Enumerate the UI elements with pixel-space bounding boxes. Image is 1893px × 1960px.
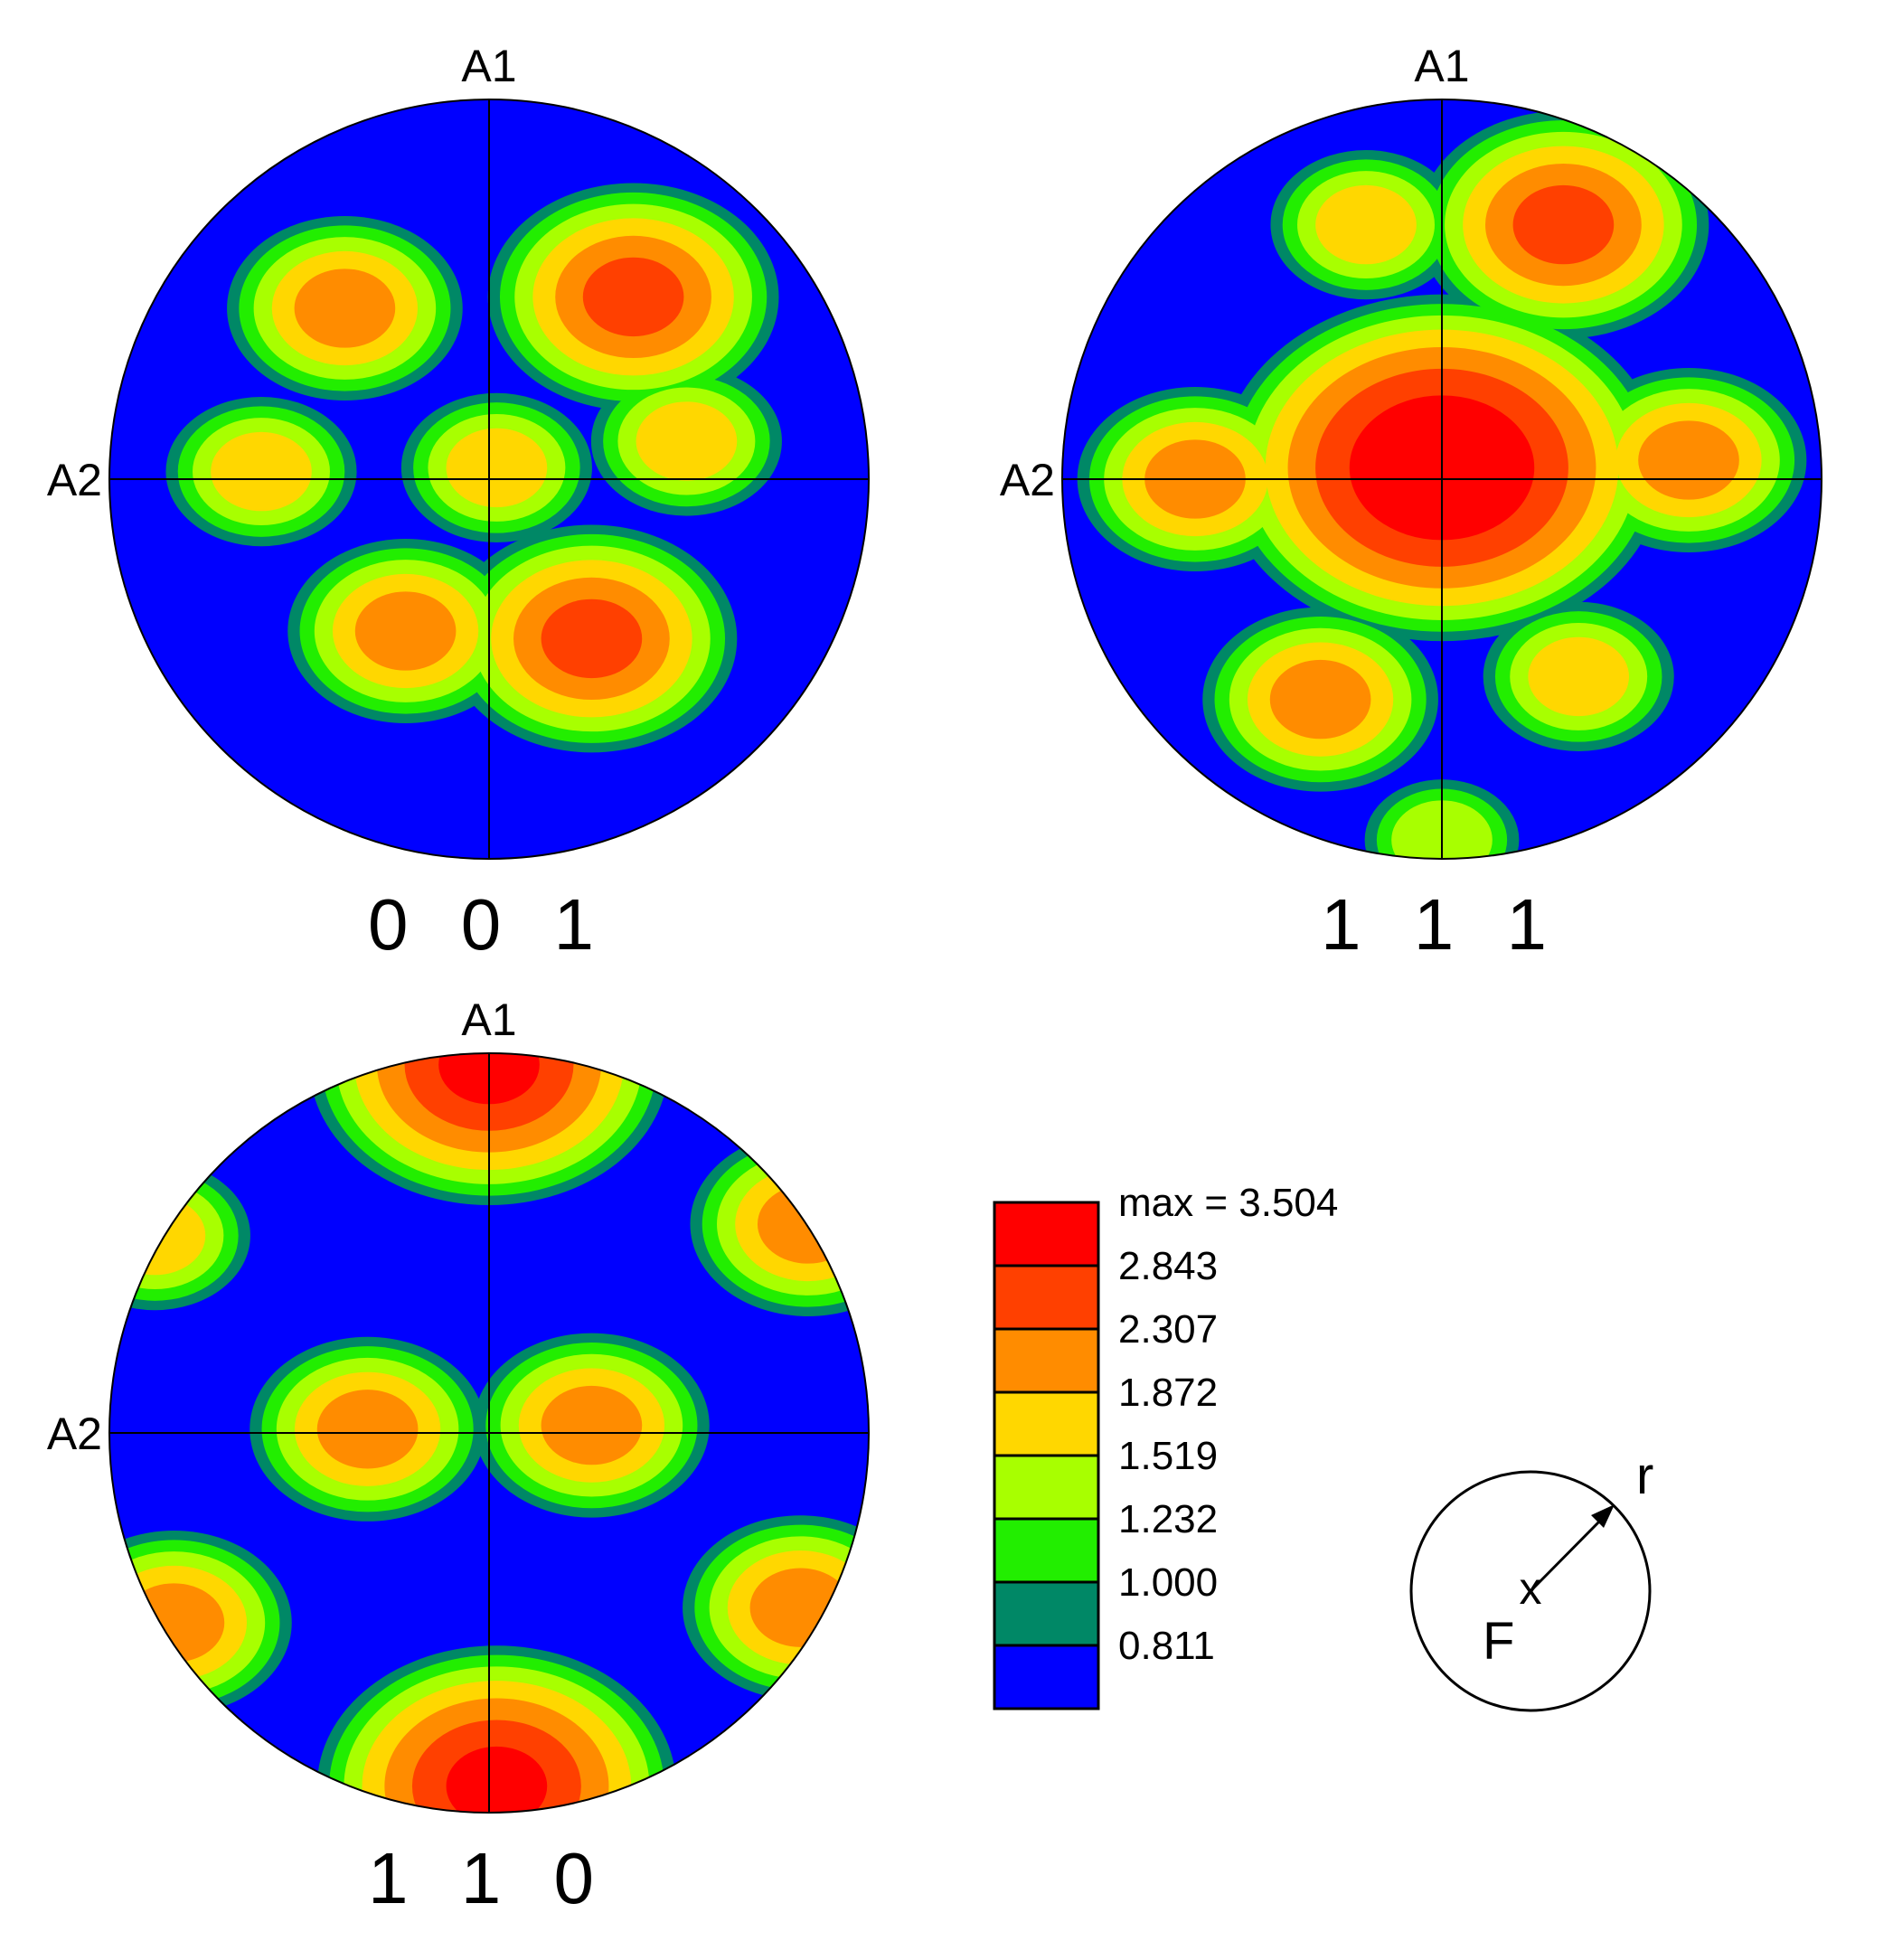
- contour-band-1.519: [446, 428, 548, 508]
- contour-band-1.872: [757, 1184, 859, 1264]
- contour-band-1.519: [1315, 184, 1417, 265]
- contour-band-1.872: [123, 1583, 225, 1663]
- color-scale-legend: max = 3.504 2.843 2.307 1.872 1.519 1.23…: [993, 1181, 1338, 1710]
- pole-figure-110-title: 1 1 0: [368, 1838, 610, 1918]
- pole-figure-001-a2-label: A2: [47, 455, 102, 505]
- pole-figure-001-contours: [109, 99, 869, 859]
- legend-swatch: [993, 1644, 1100, 1710]
- contour-band-1.872: [316, 1390, 419, 1469]
- pole-figure-111-a2-label: A2: [1000, 455, 1055, 505]
- pole-figure-110-contours: [109, 1053, 869, 1813]
- pole-figure-110-a2-label: A2: [47, 1409, 102, 1459]
- reference-arrow-line: [1529, 1517, 1604, 1593]
- contour-band-1.519: [1528, 636, 1630, 717]
- legend-level-label: 0.811: [1118, 1624, 1215, 1668]
- reference-frame-symbol: x r F: [1409, 1446, 1653, 1712]
- contour-band-2.843: [446, 1746, 548, 1813]
- pole-figure-111: A1 A2 1 1 1: [1000, 41, 1822, 965]
- legend-swatch: [993, 1454, 1100, 1521]
- contour-band-2.307: [541, 598, 643, 679]
- legend-swatch: [993, 1390, 1100, 1457]
- pole-figure-110-a1-label: A1: [461, 994, 516, 1045]
- pole-figure-111-a1-label: A1: [1414, 41, 1469, 91]
- legend-swatch: [993, 1264, 1100, 1331]
- contour-band-1.519: [735, 1166, 869, 1282]
- reference-f-label: F: [1483, 1612, 1514, 1671]
- pole-figure-001-title: 0 0 1: [368, 884, 610, 965]
- pole-figure-001: A1 A2 0 0 1: [47, 41, 870, 965]
- contour-band-1.872: [749, 1568, 852, 1647]
- contour-band-1.872: [354, 591, 457, 671]
- legend-level-label: 1.872: [1118, 1371, 1218, 1415]
- legend-level-label: 1.232: [1118, 1497, 1218, 1541]
- pole-figure-001-a1-label: A1: [461, 41, 516, 91]
- reference-circle: [1409, 1470, 1652, 1712]
- legend-level-label: 1.519: [1118, 1434, 1218, 1478]
- contour-band-1.872: [541, 1385, 643, 1465]
- pole-figure-111-title: 1 1 1: [1321, 884, 1563, 965]
- reference-r-label: r: [1636, 1446, 1653, 1505]
- contour-band-2.307: [582, 257, 684, 337]
- legend-swatch: [993, 1580, 1100, 1647]
- pole-figure-110: A1 A2 1 1 0: [47, 994, 870, 1918]
- contour-band-1.872: [1638, 420, 1739, 500]
- contour-band-1.872: [1269, 659, 1371, 740]
- contour-band-1.519: [109, 1195, 206, 1276]
- legend-swatch: [993, 1517, 1100, 1584]
- contour-band-2.307: [1512, 184, 1615, 265]
- legend-level-label: 2.843: [1118, 1244, 1218, 1288]
- legend-level-label: 1.000: [1118, 1560, 1218, 1605]
- legend-max-label: max = 3.504: [1118, 1181, 1338, 1225]
- contour-band-1.872: [294, 269, 396, 348]
- contour-band-1.519: [636, 401, 738, 481]
- contour-band-1.519: [211, 431, 312, 512]
- reference-center-mark: x: [1520, 1563, 1542, 1614]
- reference-arrow-head: [1591, 1504, 1615, 1528]
- legend-swatches: [993, 1201, 1100, 1710]
- legend-swatch: [993, 1327, 1100, 1394]
- legend-swatch: [993, 1201, 1100, 1267]
- legend-level-label: 2.307: [1118, 1307, 1218, 1352]
